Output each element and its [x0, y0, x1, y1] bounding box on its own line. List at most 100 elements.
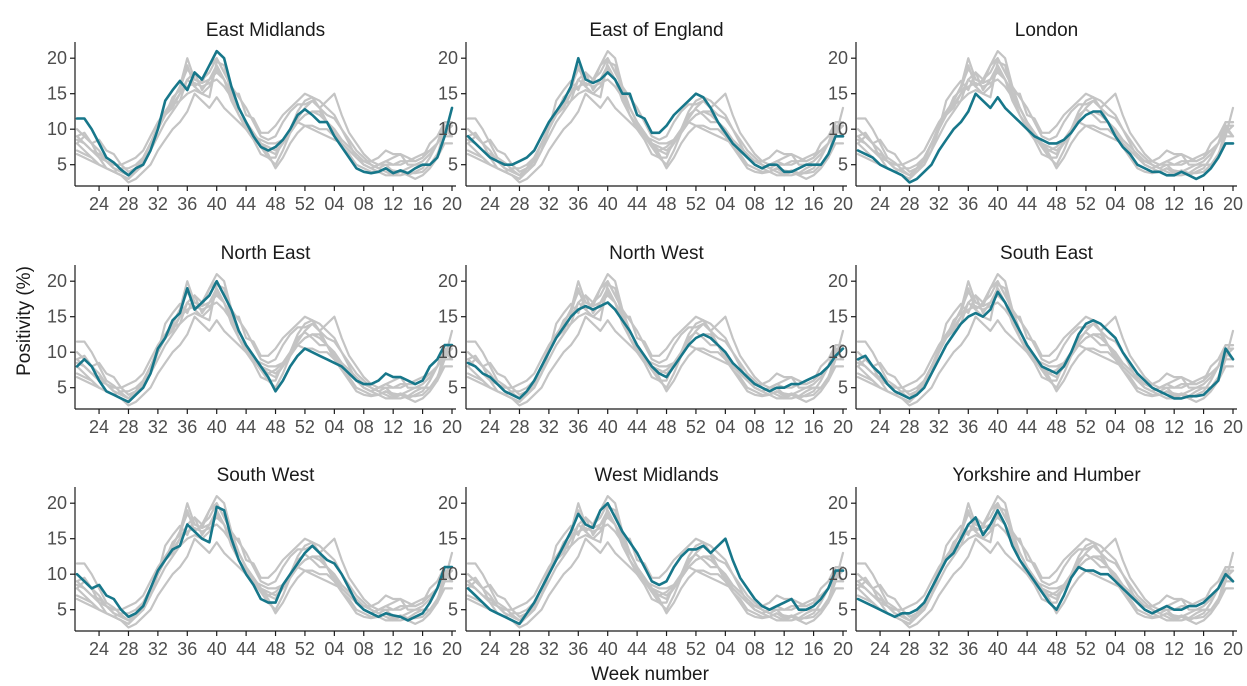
x-tick-label: 16 — [804, 639, 824, 659]
y-tick-label: 5 — [838, 378, 848, 398]
x-tick-label: 28 — [118, 417, 138, 437]
y-tick-label: 10 — [828, 119, 848, 139]
x-tick-label: 44 — [627, 194, 647, 214]
series-line-other-london — [75, 92, 454, 184]
x-tick-label: 28 — [509, 417, 529, 437]
x-tick-label: 04 — [1105, 417, 1125, 437]
series-line-other-london — [856, 315, 1235, 407]
x-tick-label: 28 — [509, 194, 529, 214]
x-tick-label: 04 — [1105, 639, 1125, 659]
x-tick-label: 24 — [480, 639, 500, 659]
x-tick-label: 20 — [1223, 194, 1243, 214]
series-line-other-london — [466, 315, 845, 407]
series-line-other-london — [75, 537, 454, 629]
x-tick-label: 36 — [568, 417, 588, 437]
series-line-highlight — [466, 501, 845, 626]
series-line-other-west-midlands — [856, 502, 1235, 625]
series-line-other-north-east — [856, 502, 1235, 625]
x-tick-label: 48 — [266, 194, 286, 214]
x-tick-label: 12 — [1164, 194, 1184, 214]
x-tick-label: 28 — [899, 194, 919, 214]
series-line-other-north-east — [466, 280, 845, 403]
series-line-other-london — [75, 315, 454, 407]
x-tick-label: 12 — [383, 194, 403, 214]
x-tick-label: 04 — [324, 194, 344, 214]
panel-london: London 5 10 15 20 24 28 32 36 40 44 48 52 04 08 12 16 20 — [828, 20, 1243, 214]
x-tick-label: 20 — [833, 194, 853, 214]
x-tick-label: 28 — [899, 639, 919, 659]
series-line-other-yorkshire-and-humber — [75, 64, 454, 173]
y-tick-label: 10 — [438, 564, 458, 584]
y-tick-label: 10 — [438, 342, 458, 362]
series-line-other-yorkshire-and-humber — [856, 287, 1235, 396]
x-tick-label: 32 — [148, 194, 168, 214]
x-tick-label: 12 — [1164, 417, 1184, 437]
series-line-other-south-east — [856, 67, 1235, 177]
y-tick-label: 20 — [47, 493, 67, 513]
x-tick-label: 16 — [1194, 417, 1214, 437]
series-line-highlight — [856, 92, 1235, 184]
x-tick-label: 20 — [833, 639, 853, 659]
series-line-other-north-west — [856, 78, 1235, 177]
panel-title: South East — [1000, 243, 1094, 264]
y-tick-label: 20 — [438, 493, 458, 513]
x-tick-label: 08 — [354, 639, 374, 659]
x-tick-label: 44 — [627, 639, 647, 659]
y-tick-label: 5 — [57, 155, 67, 175]
y-tick-label: 5 — [448, 155, 458, 175]
x-tick-label: 20 — [1223, 639, 1243, 659]
series-line-other-north-east — [466, 57, 845, 180]
panel-east-of-england: East of England 5 10 15 20 24 28 32 36 40 44 48 52 04… — [438, 20, 853, 214]
y-tick-label: 20 — [438, 271, 458, 291]
y-tick-label: 15 — [438, 307, 458, 327]
series-line-highlight — [75, 505, 454, 622]
series-line-other-south-east — [856, 512, 1235, 622]
series-line-other-north-east — [856, 57, 1235, 180]
y-tick-label: 10 — [438, 119, 458, 139]
x-tick-label: 28 — [118, 639, 138, 659]
x-tick-label: 20 — [1223, 417, 1243, 437]
x-tick-label: 32 — [929, 417, 949, 437]
series-line-other-yorkshire-and-humber — [75, 509, 454, 618]
series-line-highlight — [75, 279, 454, 404]
x-tick-label: 48 — [657, 639, 677, 659]
x-tick-label: 32 — [929, 639, 949, 659]
x-tick-label: 20 — [442, 639, 462, 659]
x-tick-label: 32 — [539, 639, 559, 659]
series-line-other-north-west — [466, 523, 845, 622]
x-tick-label: 36 — [568, 194, 588, 214]
panel-west-midlands: West Midlands 5 10 15 20 24 28 32 36 40 44 48 52 04 08… — [438, 465, 853, 659]
y-tick-label: 5 — [838, 600, 848, 620]
x-tick-label: 24 — [89, 194, 109, 214]
series-line-other-south-east — [75, 512, 454, 622]
x-tick-label: 44 — [1017, 194, 1037, 214]
series-line-other-yorkshire-and-humber — [856, 64, 1235, 173]
x-tick-label: 32 — [148, 639, 168, 659]
y-tick-label: 10 — [47, 342, 67, 362]
x-tick-label: 48 — [657, 194, 677, 214]
panel-north-west: North West 5 10 15 20 24 28 32 36 40 44 48 52 04 08 12 1… — [438, 243, 853, 437]
series-line-highlight — [466, 56, 845, 174]
x-tick-label: 36 — [958, 194, 978, 214]
y-tick-label: 20 — [828, 48, 848, 68]
x-tick-label: 52 — [1076, 639, 1096, 659]
x-tick-label: 36 — [177, 417, 197, 437]
x-tick-label: 48 — [266, 639, 286, 659]
series-line-other-south-east — [466, 67, 845, 177]
series-line-other-north-west — [75, 78, 454, 177]
x-tick-label: 36 — [568, 639, 588, 659]
y-tick-label: 20 — [828, 271, 848, 291]
x-tick-label: 24 — [480, 417, 500, 437]
panel-title: East of England — [589, 20, 723, 41]
panel-north-east: North East 5 10 15 20 24 28 32 36 40 44 48 52 04 08 12 1… — [47, 243, 462, 437]
x-tick-label: 48 — [266, 417, 286, 437]
x-tick-label: 44 — [236, 639, 256, 659]
x-tick-label: 40 — [207, 194, 227, 214]
x-tick-label: 36 — [177, 639, 197, 659]
x-tick-label: 52 — [1076, 417, 1096, 437]
x-tick-label: 16 — [804, 417, 824, 437]
panel-south-west: South West 5 10 15 20 24 28 32 36 40 44 48 52 04 08 12 1… — [47, 465, 462, 659]
y-tick-label: 20 — [47, 271, 67, 291]
x-tick-label: 28 — [118, 194, 138, 214]
